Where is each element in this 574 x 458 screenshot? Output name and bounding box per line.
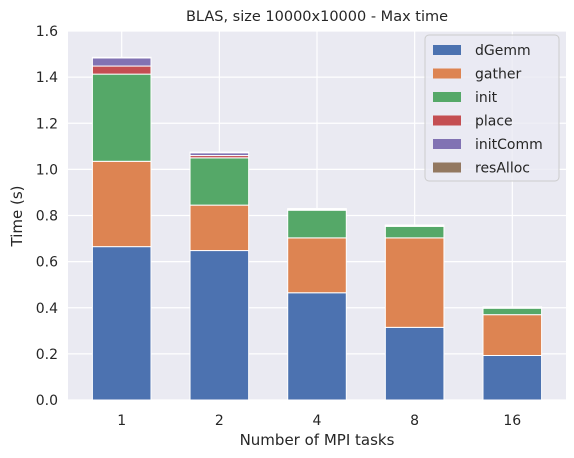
x-tick-label: 8 [410,413,419,429]
legend-swatch-gather [433,68,461,79]
y-tick-label: 0.4 [36,301,58,317]
legend-swatch-init [433,92,461,102]
bar-segment-init-4 [287,209,347,239]
bar-segment-init-2 [189,157,250,206]
legend-label-gather: gather [475,67,521,83]
bar-segment-place-1 [91,65,152,75]
bar-segment-gather-16 [482,314,543,356]
bar-segment-dgemm-8 [384,326,445,401]
legend-label-init: init [475,90,498,106]
y-tick-label: 0.2 [36,347,58,363]
bar-segment-init-16 [482,307,543,316]
bar-segment-initcomm-1 [91,57,152,67]
legend-swatch-place [433,115,461,126]
y-tick-label: 1.4 [36,70,58,86]
bar-segment-gather-2 [189,204,250,252]
y-axis-ticks: 0.0 0.2 0.4 0.6 0.8 1.0 1.2 1.4 1.6 [36,24,58,409]
legend: dGemm gather init place initComm resAlloc [424,34,560,182]
bar-segment-init-8 [384,225,445,239]
y-tick-label: 1.0 [36,162,58,178]
bar-segment-dgemm-16 [482,354,543,401]
legend-swatch-dgemm [433,45,461,55]
y-tick-label: 0.0 [36,393,58,409]
y-tick-label: 1.6 [36,24,58,40]
bar-segment-gather-1 [91,160,152,248]
bar-segment-dgemm-1 [91,246,152,401]
bar-segment-gather-4 [287,237,347,294]
x-tick-label: 4 [313,413,322,429]
x-tick-label: 16 [503,413,521,429]
legend-swatch-initcomm [433,139,461,149]
x-axis-label: Number of MPI tasks [240,431,395,449]
bars [91,56,543,401]
legend-label-initcomm: initComm [475,137,543,153]
y-axis-label: Time (s) [8,186,26,248]
legend-label-place: place [475,114,513,130]
legend-label-resalloc: resAlloc [475,161,530,177]
x-tick-label: 1 [117,413,126,429]
bar-segment-gather-8 [384,237,445,328]
y-tick-label: 0.6 [36,255,58,271]
bar-segment-resalloc-1 [91,56,152,59]
chart-title: BLAS, size 10000x10000 - Max time [186,9,448,25]
y-tick-label: 0.8 [36,209,58,225]
y-tick-label: 1.2 [36,116,58,132]
bar-segment-resalloc-2 [189,151,250,154]
legend-swatch-resalloc [433,162,461,173]
bar-segment-init-1 [91,73,152,162]
x-tick-label: 2 [215,413,224,429]
bar-segment-dgemm-2 [189,250,250,401]
legend-label-dgemm: dGemm [475,43,531,59]
bar-segment-dgemm-4 [287,292,347,401]
x-axis-ticks: 1 2 4 8 16 [117,413,521,429]
